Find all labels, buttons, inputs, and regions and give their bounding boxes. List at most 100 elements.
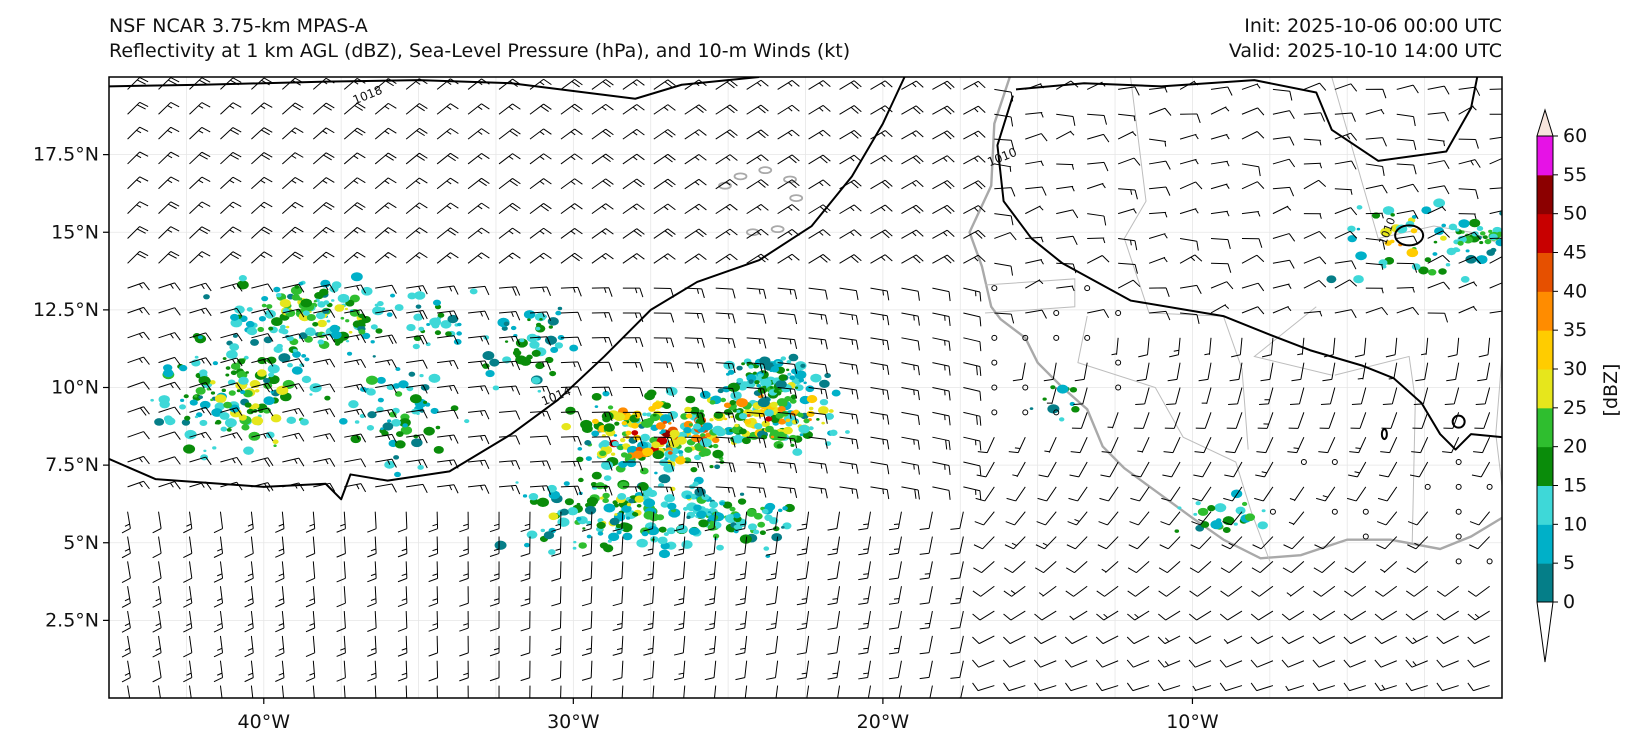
wind-calm [1486, 558, 1493, 565]
reflectivity-cell [531, 376, 541, 384]
wind-barb [1420, 337, 1429, 356]
wind-barb [1179, 284, 1202, 294]
wind-barb [1254, 486, 1274, 502]
reflectivity-cell [243, 389, 253, 398]
wind-barb [275, 586, 285, 608]
wind-calm [1022, 409, 1029, 416]
reflectivity-cell [649, 413, 661, 422]
reflectivity-cell [641, 531, 649, 537]
reflectivity-cell [423, 426, 435, 436]
wind-barb [1056, 185, 1075, 192]
wind-barb [591, 287, 613, 297]
wind-barb [858, 610, 871, 630]
wind-barb [1442, 436, 1460, 454]
reflectivity-cell [504, 340, 509, 343]
reflectivity-cell [1460, 275, 1470, 283]
reflectivity-cell [633, 434, 641, 441]
reflectivity-cell [789, 375, 796, 380]
wind-barb [158, 151, 180, 165]
reflectivity-cell [573, 540, 577, 544]
wind-barb [1064, 635, 1088, 645]
wind-barb [643, 536, 655, 557]
wind-barb [932, 461, 951, 476]
reflectivity-cell [559, 508, 569, 516]
reflectivity-cell [287, 362, 293, 368]
wind-barb [428, 660, 439, 682]
reflectivity-cell [1356, 227, 1361, 231]
wind-barb [1312, 610, 1336, 621]
colorbar-tick-label: 25 [1563, 397, 1587, 419]
wind-barb [1396, 113, 1416, 127]
reflectivity-cell [1406, 248, 1419, 258]
reflectivity-cell [693, 423, 702, 430]
wind-barb [158, 226, 180, 239]
wind-barb [715, 287, 736, 299]
wind-barb [1354, 337, 1367, 358]
wind-barb [1117, 131, 1137, 140]
wind-calm [1362, 508, 1369, 515]
wind-barb [1046, 387, 1057, 405]
reflectivity-cell [596, 521, 606, 529]
wind-barb [343, 102, 366, 115]
reflectivity-cell [763, 375, 768, 378]
reflectivity-cell [418, 326, 425, 332]
wind-barb [220, 407, 243, 416]
wind-barb [622, 228, 645, 239]
reflectivity-cell [716, 544, 724, 551]
reflectivity-cell [748, 364, 754, 369]
wind-barb [1382, 387, 1398, 405]
wind-barb [715, 486, 736, 498]
reflectivity-cell [278, 327, 287, 334]
wind-barb [468, 335, 490, 345]
wind-barb [581, 635, 593, 656]
wind-barb [673, 536, 686, 557]
reflectivity-cell [210, 398, 214, 402]
wind-barb [994, 187, 1016, 197]
wind-barb [1427, 205, 1447, 215]
wind-barb [282, 432, 305, 442]
wind-barb [158, 431, 181, 440]
wind-barb [1161, 486, 1181, 502]
reflectivity-cell [305, 327, 316, 336]
wind-barb [121, 561, 131, 584]
wind-barb [312, 152, 335, 165]
wind-barb [282, 358, 305, 368]
wind-barb [1038, 585, 1057, 597]
wind-barb [746, 387, 767, 399]
wind-barb [275, 635, 285, 658]
wind-barb [498, 128, 521, 140]
wind-barb [367, 511, 377, 533]
wind-barb [1136, 362, 1150, 382]
wind-barb [560, 252, 583, 264]
wind-barb [459, 511, 469, 533]
reflectivity-cell [159, 400, 170, 409]
reflectivity-cell [526, 530, 538, 539]
reflectivity-cell [246, 408, 254, 415]
reflectivity-cell [709, 400, 716, 405]
island [758, 166, 773, 175]
wind-barb [1127, 561, 1150, 574]
reflectivity-cell [219, 412, 230, 420]
reflectivity-cell [741, 362, 746, 366]
wind-barb [1313, 561, 1336, 574]
colorbar-tick-label: 35 [1563, 319, 1587, 341]
reflectivity-cell [694, 487, 706, 497]
reflectivity-cell [464, 419, 470, 424]
wind-calm [1455, 508, 1462, 515]
reflectivity-cell [1469, 218, 1481, 228]
reflectivity-cell [276, 385, 289, 396]
reflectivity-cell [523, 310, 536, 319]
reflectivity-cell [1489, 233, 1498, 241]
reflectivity-cell [181, 419, 191, 426]
reflectivity-cell [642, 447, 654, 457]
wind-barb [220, 332, 243, 342]
wind-barb [932, 155, 955, 165]
reflectivity-cell [330, 330, 342, 340]
reflectivity-cell [610, 452, 616, 456]
reflectivity-cell [315, 312, 326, 320]
wind-barb [901, 80, 924, 90]
wind-barb [1396, 235, 1419, 245]
wind-barb [220, 127, 242, 140]
reflectivity-cell [736, 365, 743, 371]
wind-barb [1025, 133, 1048, 142]
